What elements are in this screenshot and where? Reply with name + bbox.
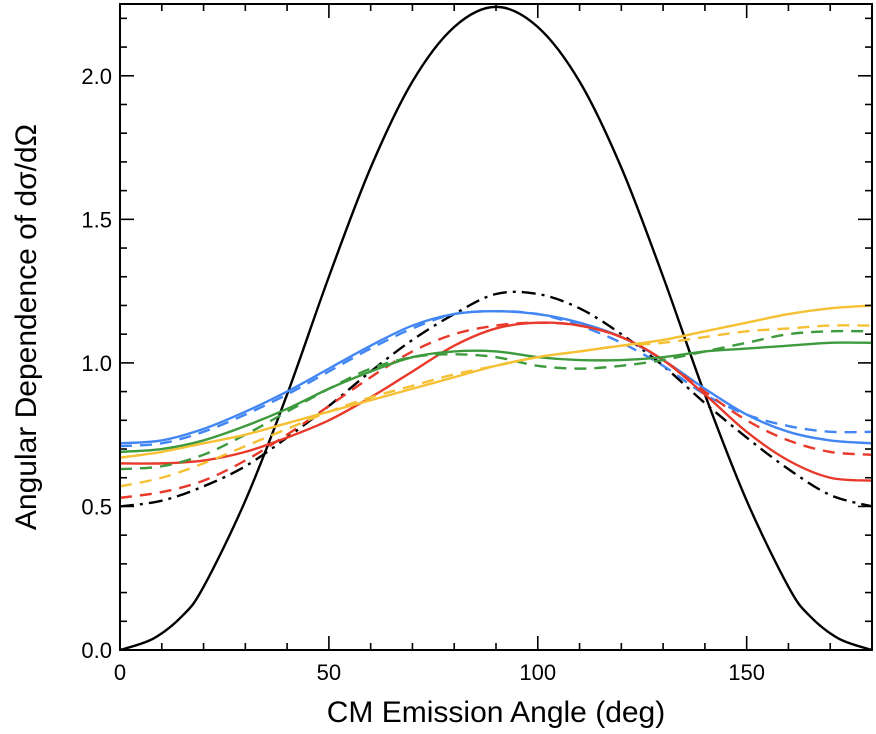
plot-frame — [119, 3, 873, 651]
y-tick-label: 1.5 — [81, 207, 112, 232]
series-line-red-dashed — [120, 321, 872, 500]
x-axis-title: CM Emission Angle (deg) — [327, 696, 665, 729]
y-tick-label: 2.0 — [81, 64, 112, 89]
series-line-blue-dashed — [120, 310, 872, 448]
y-tick-label: 0.5 — [81, 494, 112, 519]
series-line-black-dashdot — [120, 290, 872, 508]
series-layer — [120, 5, 872, 650]
ticks-layer: 0 50 100 150 0.0 0.5 1.0 1.5 2.0 — [81, 4, 873, 685]
y-axis-title: Angular Dependence of dσ/dΩ — [10, 124, 43, 530]
x-tick-label: 100 — [519, 660, 556, 685]
y-tick-label: 1.0 — [81, 351, 112, 376]
series-line-yellow-solid — [120, 304, 872, 459]
y-tick-label: 0.0 — [81, 638, 112, 663]
series-line-yellow-dashed — [120, 324, 872, 488]
series-line-green-solid — [120, 341, 872, 454]
x-tick-label: 0 — [114, 660, 126, 685]
series-line-red-solid — [120, 321, 872, 482]
x-tick-label: 50 — [317, 660, 341, 685]
x-tick-label: 150 — [728, 660, 765, 685]
